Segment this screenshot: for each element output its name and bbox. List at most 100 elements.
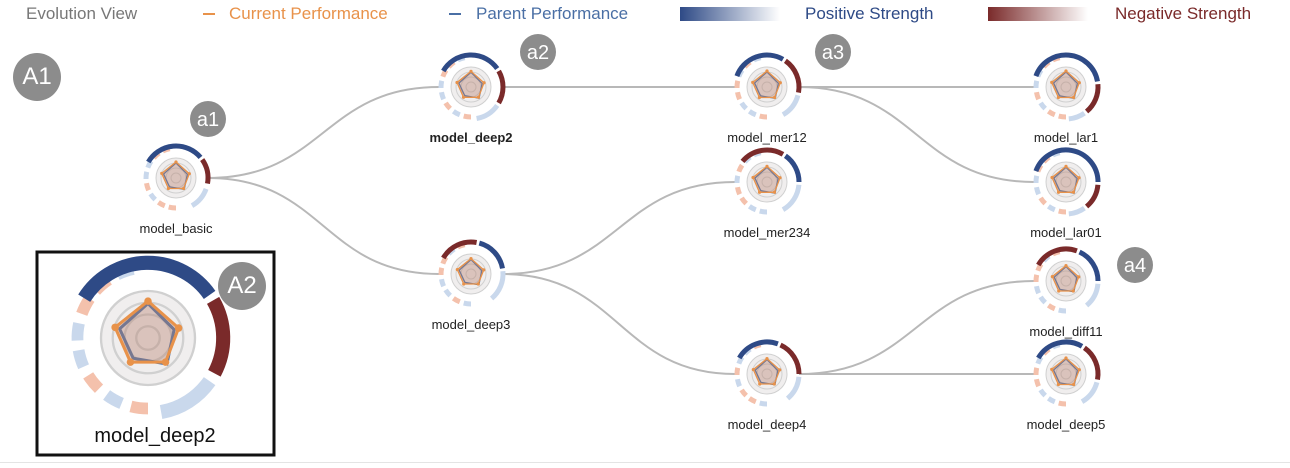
strength-arc bbox=[783, 58, 802, 94]
radar-background bbox=[1046, 162, 1086, 202]
strength-dash bbox=[463, 113, 472, 120]
strength-dash bbox=[129, 400, 149, 415]
strength-dash bbox=[1038, 388, 1047, 398]
strength-arc bbox=[146, 143, 203, 164]
strength-arc bbox=[476, 103, 500, 121]
strength-dash bbox=[439, 91, 446, 101]
inset-model-deep2-glyph[interactable] bbox=[71, 255, 231, 420]
radar-grid-ring bbox=[1045, 260, 1087, 302]
strength-dash bbox=[759, 113, 768, 120]
node-mer12[interactable]: model_mer12 bbox=[727, 52, 807, 145]
current-vertex bbox=[751, 367, 755, 372]
current-vertex bbox=[751, 175, 755, 180]
legend-positive-strength: Positive Strength bbox=[805, 4, 934, 23]
badge-a2: a2 bbox=[520, 34, 556, 70]
radar-grid-ring bbox=[746, 66, 788, 108]
strength-arc bbox=[1068, 111, 1086, 122]
node-deep5[interactable]: model_deep5 bbox=[1027, 339, 1106, 432]
node-label-lar1: model_lar1 bbox=[1034, 130, 1098, 145]
radar-grid-ring bbox=[465, 81, 477, 93]
radar-grid-ring bbox=[135, 325, 161, 351]
strength-arc bbox=[1033, 147, 1101, 183]
node-deep2[interactable]: model_deep2 bbox=[429, 52, 513, 145]
node-label-deep2: model_deep2 bbox=[429, 130, 512, 145]
radar-grid-ring bbox=[450, 253, 492, 295]
strength-dash bbox=[747, 396, 757, 405]
node-label-lar01: model_lar01 bbox=[1030, 225, 1102, 240]
strength-dash bbox=[439, 278, 446, 288]
current-vertex bbox=[174, 324, 183, 332]
radar-background bbox=[747, 354, 787, 394]
legend-current-performance: Current Performance bbox=[229, 4, 388, 23]
strength-dash bbox=[1058, 208, 1067, 215]
strength-dash bbox=[735, 91, 742, 101]
strength-dash bbox=[1033, 175, 1040, 184]
current-vertex bbox=[1077, 368, 1081, 372]
strength-arc bbox=[1082, 345, 1101, 381]
current-vertex bbox=[758, 382, 762, 386]
current-vertex bbox=[482, 268, 486, 272]
strength-dash bbox=[736, 163, 745, 173]
edge-deep4-diff11 bbox=[798, 280, 1035, 375]
legend-parent-performance: Parent Performance bbox=[476, 4, 629, 23]
strength-dash bbox=[1058, 307, 1067, 314]
strength-dash bbox=[1046, 396, 1056, 405]
strength-arc bbox=[441, 52, 500, 73]
strength-arc bbox=[781, 94, 801, 117]
strength-dash bbox=[443, 101, 452, 111]
current-vertex bbox=[765, 357, 769, 361]
radar-grid-ring bbox=[746, 161, 788, 203]
current-vertex bbox=[455, 80, 459, 85]
node-basic[interactable]: model_basic bbox=[140, 143, 213, 236]
strength-arc bbox=[1036, 339, 1084, 360]
node-label-deep5: model_deep5 bbox=[1027, 417, 1106, 432]
strength-dash bbox=[1038, 295, 1047, 305]
current-vertex bbox=[778, 176, 782, 180]
current-performance-polygon bbox=[456, 257, 485, 285]
current-vertex bbox=[1071, 190, 1076, 194]
strength-dash bbox=[1033, 80, 1040, 89]
node-lar1[interactable]: model_lar1 bbox=[1033, 52, 1101, 145]
current-vertex bbox=[1077, 176, 1081, 180]
strength-arc bbox=[159, 376, 216, 420]
strength-dash bbox=[735, 186, 742, 196]
strength-dash bbox=[747, 204, 757, 213]
radar-grid-ring bbox=[746, 353, 788, 395]
current-vertex bbox=[757, 95, 761, 100]
current-vertex bbox=[1064, 264, 1068, 268]
strength-arc bbox=[1084, 184, 1101, 209]
node-diff11[interactable]: model_diff11 bbox=[1029, 246, 1103, 339]
strength-arc bbox=[781, 184, 802, 212]
strength-arc bbox=[1033, 52, 1100, 82]
current-vertex bbox=[751, 80, 755, 84]
node-deep4[interactable]: model_deep4 bbox=[728, 339, 807, 432]
current-performance-swatch bbox=[203, 13, 215, 15]
node-label-deep4: model_deep4 bbox=[728, 417, 807, 432]
current-performance-polygon bbox=[1051, 264, 1080, 292]
current-performance-polygon bbox=[752, 357, 781, 385]
current-vertex bbox=[772, 190, 777, 194]
node-mer234[interactable]: model_mer234 bbox=[724, 147, 811, 240]
edge-mer12-lar01 bbox=[798, 86, 1035, 183]
strength-arc bbox=[1068, 206, 1086, 217]
strength-dash bbox=[1046, 303, 1056, 312]
radar-grid-ring bbox=[1060, 368, 1072, 380]
node-deep3[interactable]: model_deep3 bbox=[432, 239, 511, 332]
radar-grid-ring bbox=[761, 81, 773, 93]
current-performance-polygon bbox=[160, 161, 191, 190]
legend: Evolution View Current Performance Paren… bbox=[0, 0, 1290, 28]
strength-arc bbox=[779, 342, 802, 375]
strength-dash bbox=[747, 109, 757, 118]
strength-dash bbox=[463, 300, 472, 307]
node-lar01[interactable]: model_lar01 bbox=[1030, 147, 1102, 240]
strength-dash bbox=[739, 101, 748, 111]
edge-basic-deep2 bbox=[207, 86, 440, 179]
strength-dash bbox=[739, 196, 748, 206]
strength-arc bbox=[783, 153, 802, 183]
positive-strength-gradient bbox=[680, 7, 780, 21]
current-vertex bbox=[1050, 175, 1054, 180]
radar-grid-ring bbox=[155, 157, 197, 199]
current-vertex bbox=[1072, 382, 1076, 387]
radar-grid-ring bbox=[450, 66, 492, 108]
strength-dash bbox=[1034, 378, 1041, 388]
